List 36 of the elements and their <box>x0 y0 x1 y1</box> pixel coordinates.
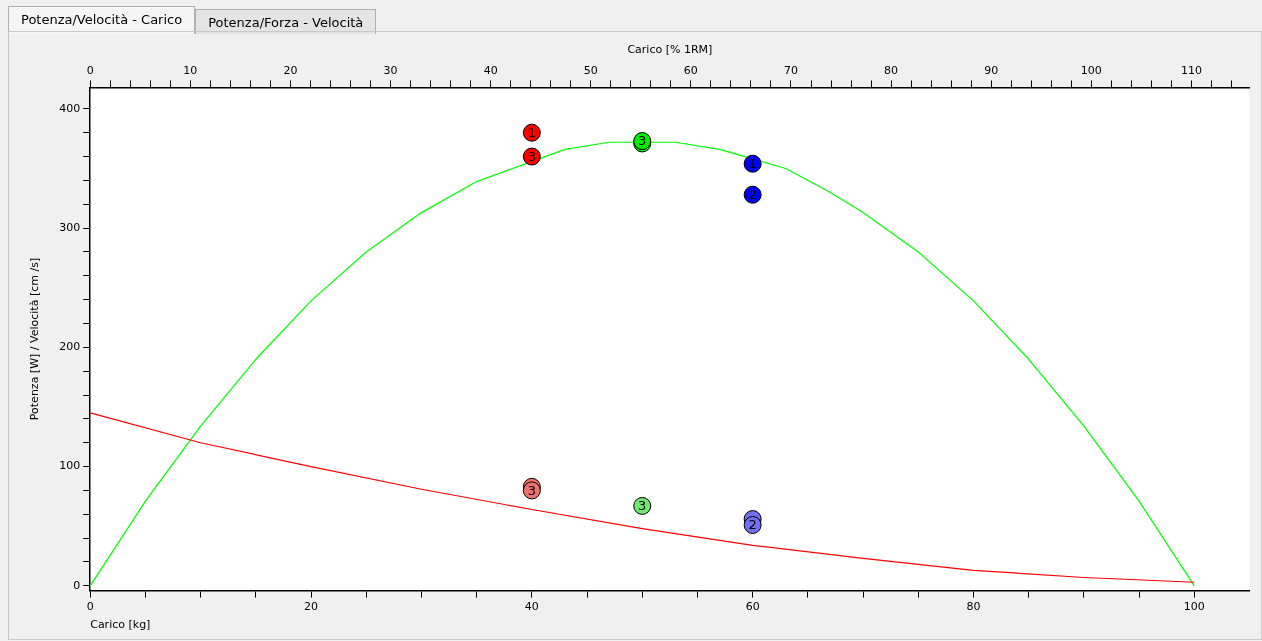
x-tick-label: 80 <box>966 600 981 614</box>
x-axis-title: Carico [kg] <box>90 618 151 632</box>
x2-axis-title: Carico [% 1RM] <box>627 43 713 57</box>
annotation: 1 <box>748 156 757 172</box>
x-tick-label: 60 <box>745 600 760 614</box>
x2-tick-label: 110 <box>1180 63 1202 77</box>
annotation: 3 <box>638 498 647 514</box>
y-tick-label: 0 <box>73 578 81 592</box>
annotation: 2 <box>748 517 757 533</box>
y-tick-label: 400 <box>59 101 81 115</box>
x2-tick-label: 70 <box>783 63 798 77</box>
x-tick-label: 0 <box>86 600 94 614</box>
x-tick-label: 100 <box>1183 600 1205 614</box>
annotation: 3 <box>527 482 536 498</box>
text: Potenza/Velocità - Carico <box>8 6 196 34</box>
y-tick-label: 300 <box>59 220 81 234</box>
x2-tick-label: 10 <box>183 63 198 77</box>
x2-tick-label: 40 <box>483 63 498 77</box>
annotation: 3 <box>527 148 536 164</box>
x2-tick-label: 50 <box>583 63 598 77</box>
text: Potenza/Forza - Velocità <box>195 9 377 34</box>
x2-tick-label: 80 <box>884 63 899 77</box>
x-tick-label: 20 <box>304 600 319 614</box>
annotation: 1 <box>527 125 536 141</box>
x2-tick-label: 20 <box>283 63 298 77</box>
y-axis-title: Potenza [W] / Velocità [cm /s] <box>28 257 42 421</box>
y-tick-label: 200 <box>59 340 81 354</box>
x2-tick-label: 0 <box>86 63 94 77</box>
x2-tick-label: 90 <box>984 63 999 77</box>
x2-tick-label: 100 <box>1080 63 1102 77</box>
x2-tick-label: 30 <box>383 63 398 77</box>
annotation: 2 <box>748 187 757 203</box>
y-tick-label: 100 <box>59 459 81 473</box>
x-tick-label: 40 <box>524 600 539 614</box>
annotation: 3 <box>638 133 647 149</box>
x2-tick-label: 60 <box>683 63 698 77</box>
